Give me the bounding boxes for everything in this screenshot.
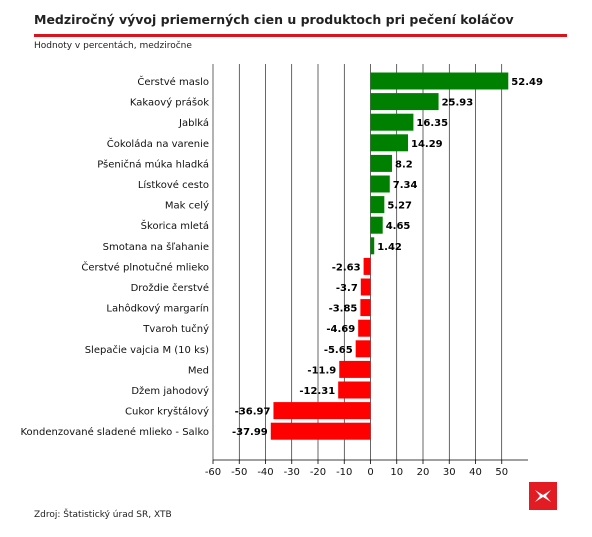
bar — [338, 381, 371, 399]
data-label: 14.29 — [411, 139, 443, 150]
x-tick-label: 30 — [443, 467, 456, 478]
bar — [370, 134, 409, 152]
x-tick-label: -40 — [257, 467, 273, 478]
grid-lines — [212, 64, 503, 460]
bar — [370, 154, 393, 172]
xtb-logo-icon — [529, 482, 557, 510]
category-label: Droždie čerstvé — [131, 282, 209, 294]
category-label: Pšeničná múka hladká — [97, 158, 209, 170]
data-label: 8.2 — [395, 159, 413, 170]
category-label: Lahôdkový margarín — [106, 303, 209, 315]
category-label: Jablká — [178, 117, 209, 129]
bar — [358, 319, 371, 337]
chart-subtitle: Hodnoty v percentách, medziročne — [34, 41, 192, 51]
data-label: -2.63 — [332, 262, 361, 273]
category-label: Čerstvé maslo — [137, 75, 209, 88]
bar — [339, 360, 371, 378]
data-label: 7.34 — [393, 180, 418, 191]
title-rule — [34, 34, 567, 37]
category-label: Tvaroh tučný — [142, 323, 209, 335]
source-note: Zdroj: Štatistický úrad SR, XTB — [34, 510, 172, 520]
data-label: 25.93 — [442, 98, 474, 109]
bar — [360, 278, 371, 296]
data-label: -36.97 — [235, 407, 271, 418]
bar — [273, 402, 371, 420]
data-label: -3.85 — [329, 304, 358, 315]
bar — [355, 340, 371, 358]
data-label: 4.65 — [386, 221, 411, 232]
category-label: Kakaový prášok — [130, 97, 209, 109]
x-tick-label: -10 — [336, 467, 352, 478]
bar — [363, 257, 371, 275]
category-label: Lístkové cesto — [138, 179, 209, 191]
category-label: Škorica mletá — [141, 219, 209, 232]
x-tick-label: -20 — [310, 467, 326, 478]
category-labels: Čerstvé maslo Kakaový prášok Jablká Čokolád… — [21, 75, 210, 438]
x-axis: -60 -50 -40 -30 -20 -10 0 10 20 30 40 50 — [205, 459, 528, 478]
bar — [370, 113, 414, 131]
category-label: Kondenzované sladené mlieko - Salko — [21, 426, 210, 438]
data-label: -5.65 — [324, 345, 353, 356]
category-label: Čokoláda na varenie — [107, 137, 209, 150]
chart-title: Medziročný vývoj priemerných cien u prod… — [34, 12, 514, 27]
category-label: Slepačie vajcia M (10 ks) — [85, 344, 209, 356]
bars — [270, 72, 509, 440]
x-tick-label: 10 — [390, 467, 403, 478]
bar — [370, 196, 385, 214]
x-tick-label: -60 — [205, 467, 221, 478]
value-labels: 52.49 25.93 16.35 14.29 8.2 7.34 5.27 4.65 1.42 -… — [232, 77, 543, 438]
bar — [270, 422, 371, 440]
data-label: 52.49 — [511, 77, 543, 88]
bar — [360, 299, 371, 317]
data-label: -4.69 — [326, 324, 355, 335]
data-label: -12.31 — [299, 386, 335, 397]
category-label: Džem jahodový — [131, 385, 209, 397]
data-label: 1.42 — [377, 242, 402, 253]
x-tick-label: 0 — [367, 467, 373, 478]
bar — [370, 237, 375, 255]
category-label: Med — [188, 365, 209, 376]
x-tick-label: 50 — [495, 467, 508, 478]
bar — [370, 72, 509, 90]
x-tick-label: 40 — [469, 467, 482, 478]
x-tick-label: -50 — [231, 467, 247, 478]
category-label: Mak celý — [165, 200, 209, 212]
data-label: -37.99 — [232, 427, 268, 438]
bar — [370, 93, 439, 111]
x-tick-label: -30 — [284, 467, 300, 478]
bar — [370, 216, 383, 234]
x-tick-label: 20 — [417, 467, 430, 478]
category-label: Cukor kryštálový — [125, 406, 209, 418]
data-label: -3.7 — [336, 283, 358, 294]
data-label: 5.27 — [387, 201, 412, 212]
bar — [370, 175, 390, 193]
category-label: Čerstvé plnotučné mlieko — [81, 260, 209, 273]
category-label: Smotana na šľahanie — [103, 241, 209, 253]
data-label: 16.35 — [416, 118, 448, 129]
data-label: -11.9 — [307, 365, 336, 376]
